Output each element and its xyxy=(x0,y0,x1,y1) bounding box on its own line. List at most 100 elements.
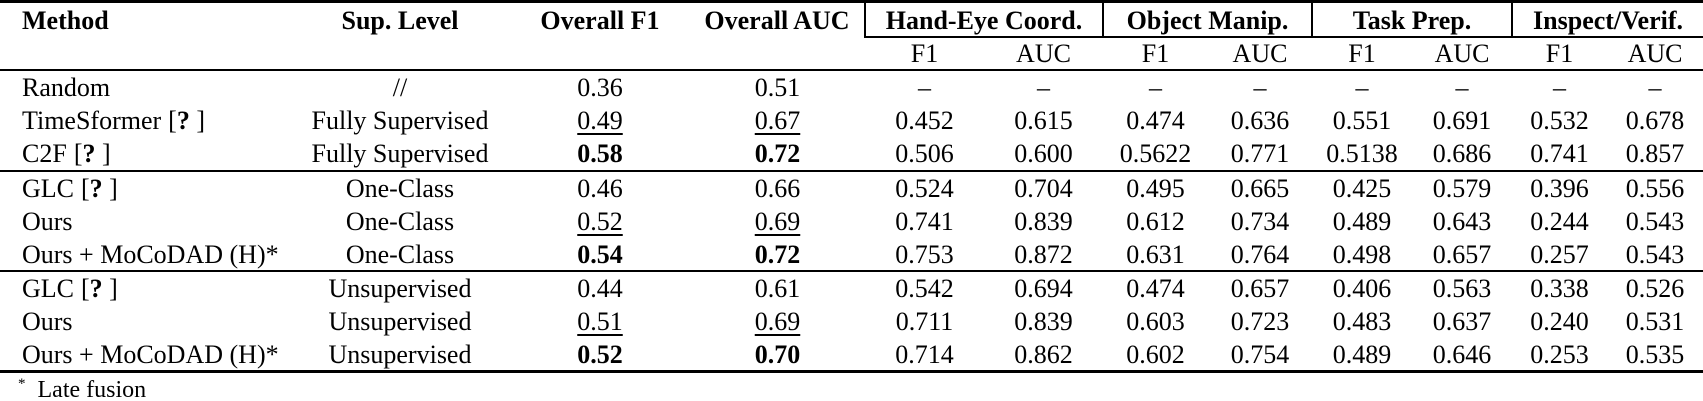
metric-cell: – xyxy=(1553,73,1567,103)
method-cell: GLC? xyxy=(0,270,290,305)
metric-cell: 0.646 xyxy=(1432,339,1492,369)
metric-cell: 0.704 xyxy=(984,169,1103,205)
overall-f1-cell: 0.46 xyxy=(510,169,690,205)
overall-f1-cell: 0.58 xyxy=(577,139,623,169)
overall-auc-cell: 0.72 xyxy=(754,139,801,169)
overall-f1-cell: 0.51 xyxy=(577,307,623,337)
sup-level-cell: Fully Supervised xyxy=(311,139,489,169)
table-row: Random // 0.36 0.51 – – – – – – – – xyxy=(0,70,1703,104)
table-body: Random // 0.36 0.51 – – – – – – – – TimeSformer? Full… xyxy=(0,70,1703,372)
metric-cell: 0.531 xyxy=(1625,307,1685,337)
metric-cell: 0.535 xyxy=(1625,339,1685,369)
metric-cell: 0.615 xyxy=(1014,106,1073,136)
metric-cell: 0.425 xyxy=(1312,169,1413,205)
table-row: C2F? Fully Supervised 0.58 0.72 0.506 0.600 0.… xyxy=(0,137,1703,171)
col-header-overall-f1: Overall F1 xyxy=(510,1,690,72)
metric-cell: 0.543 xyxy=(1625,206,1685,236)
metric-cell: 0.714 xyxy=(895,339,954,369)
metric-cell: – xyxy=(1455,73,1469,103)
metric-cell: 0.862 xyxy=(1014,339,1073,369)
metric-cell: 0.764 xyxy=(1230,239,1290,269)
col-group-inspect-verif: Inspect/Verif. xyxy=(1511,1,1703,39)
overall-f1-cell: 0.49 xyxy=(577,106,623,136)
overall-auc-cell: 0.72 xyxy=(754,239,801,269)
subheader-auc: AUC xyxy=(1412,37,1513,72)
metric-cell: 0.603 xyxy=(1126,307,1185,337)
citation-marker: ? xyxy=(81,174,118,203)
sup-level-cell: Fully Supervised xyxy=(311,106,489,136)
method-cell: Random xyxy=(22,73,111,103)
method-cell: Ours xyxy=(22,307,73,337)
metric-cell: – xyxy=(918,73,931,103)
method-cell: TimeSformer? xyxy=(0,104,290,138)
metric-cell: 0.754 xyxy=(1230,339,1290,369)
subheader-f1: F1 xyxy=(1103,37,1208,72)
header-sub-row: F1 AUC F1 AUC F1 AUC F1 AUC xyxy=(0,37,1703,72)
metric-cell: – xyxy=(1037,73,1050,103)
metric-cell: 0.691 xyxy=(1432,106,1492,136)
metric-cell: 0.5138 xyxy=(1326,139,1398,169)
metric-cell: – xyxy=(1253,73,1267,103)
subheader-auc: AUC xyxy=(1208,37,1313,72)
metric-cell: 0.771 xyxy=(1230,139,1290,169)
metric-cell: 0.495 xyxy=(1103,169,1208,205)
metric-cell: 0.5622 xyxy=(1119,139,1192,169)
subheader-f1: F1 xyxy=(865,37,984,72)
subheader-auc: AUC xyxy=(1607,37,1703,72)
metric-cell: 0.563 xyxy=(1412,270,1513,305)
overall-f1-cell: 0.44 xyxy=(510,270,690,305)
metric-cell: 0.240 xyxy=(1530,307,1589,337)
metric-cell: 0.406 xyxy=(1312,270,1413,305)
metric-cell: – xyxy=(1648,73,1662,103)
metric-cell: 0.498 xyxy=(1332,239,1392,269)
overall-auc-cell: 0.51 xyxy=(754,73,801,103)
table-row: Ours + MoCoDAD (H)* One-Class 0.54 0.72 0.75… xyxy=(0,238,1703,272)
sup-level-cell: Unsupervised xyxy=(290,270,510,305)
table-footnote: * Late fusion xyxy=(0,376,1703,401)
metric-cell: 0.839 xyxy=(1014,206,1073,236)
overall-auc-cell: 0.66 xyxy=(690,169,865,205)
overall-auc-cell: 0.69 xyxy=(754,206,801,236)
metric-cell: 0.741 xyxy=(1530,139,1589,169)
metric-cell: 0.253 xyxy=(1530,339,1589,369)
citation-marker: ? xyxy=(168,106,205,135)
overall-f1-cell: 0.52 xyxy=(577,339,623,369)
metric-cell: 0.600 xyxy=(1014,139,1073,169)
overall-auc-cell: 0.70 xyxy=(754,339,801,369)
sup-level-cell: One-Class xyxy=(345,239,455,269)
metric-cell: 0.244 xyxy=(1530,206,1589,236)
method-cell: C2F? xyxy=(0,137,290,171)
table-row: Ours One-Class 0.52 0.69 0.741 0.839 0.612 0.73… xyxy=(0,204,1703,238)
col-header-sup-level: Sup. Level xyxy=(290,1,510,72)
table-row: TimeSformer? Fully Supervised 0.49 0.67 0.45… xyxy=(0,104,1703,138)
metric-cell: 0.753 xyxy=(895,239,954,269)
col-header-overall-auc: Overall AUC xyxy=(690,1,865,72)
metric-cell: 0.506 xyxy=(895,139,954,169)
metric-cell: 0.694 xyxy=(984,270,1103,305)
metric-cell: 0.474 xyxy=(1103,270,1208,305)
metric-cell: – xyxy=(1355,73,1369,103)
metric-cell: 0.665 xyxy=(1208,169,1313,205)
overall-auc-cell: 0.67 xyxy=(754,106,801,136)
metric-cell: 0.657 xyxy=(1208,270,1313,305)
metric-cell: 0.602 xyxy=(1126,339,1185,369)
subheader-f1: F1 xyxy=(1512,37,1608,72)
metric-cell: 0.452 xyxy=(895,106,954,136)
overall-f1-cell: 0.52 xyxy=(577,206,623,236)
subheader-f1: F1 xyxy=(1312,37,1413,72)
metric-cell: 0.686 xyxy=(1432,139,1492,169)
metric-cell: 0.711 xyxy=(895,307,954,337)
metric-cell: 0.631 xyxy=(1126,239,1185,269)
overall-auc-cell: 0.61 xyxy=(690,270,865,305)
sup-level-cell: Unsupervised xyxy=(328,307,472,337)
col-header-method: Method xyxy=(0,1,290,72)
metric-cell: 0.543 xyxy=(1625,239,1685,269)
col-group-object-manip: Object Manip. xyxy=(1101,1,1313,39)
metric-cell: 0.643 xyxy=(1432,206,1492,236)
metric-cell: 0.741 xyxy=(895,206,954,236)
citation-marker: ? xyxy=(74,139,111,168)
footnote-marker: * xyxy=(18,376,26,393)
metric-cell: 0.474 xyxy=(1126,106,1185,136)
method-cell: Ours xyxy=(22,206,73,236)
metric-cell: 0.636 xyxy=(1230,106,1290,136)
